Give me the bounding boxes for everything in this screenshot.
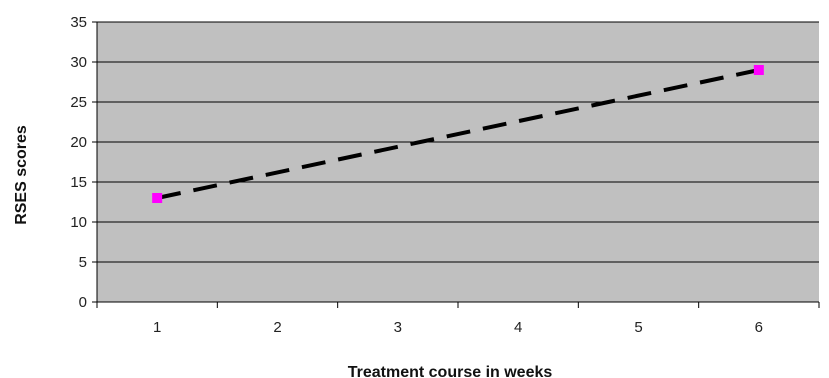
series-layer [152, 65, 764, 203]
y-tick-label: 5 [79, 254, 87, 271]
x-axis-title: Treatment course in weeks [348, 364, 553, 378]
y-tick-label: 30 [70, 54, 87, 71]
y-axis-title: RSES scores [13, 125, 30, 225]
y-tick-label: 0 [79, 294, 87, 311]
data-point-marker [152, 193, 163, 203]
y-tick-label: 25 [70, 94, 87, 111]
x-tick-label: 3 [394, 319, 402, 336]
y-axis-ticks: 0 5 10 15 20 25 30 35 [70, 14, 97, 311]
y-tick-label: 35 [70, 14, 87, 31]
series-line [156, 68, 760, 200]
plot-area [97, 22, 819, 302]
y-tick-label: 10 [70, 214, 87, 231]
x-tick-label: 1 [153, 319, 161, 336]
x-tick-label: 5 [634, 319, 642, 336]
gridlines [97, 21, 819, 263]
x-tick-label: 2 [273, 319, 281, 336]
x-tick-label: 6 [755, 319, 763, 336]
x-tick-label: 4 [514, 319, 522, 336]
x-axis-ticks: 1 2 3 4 5 6 [96, 302, 820, 336]
data-point-marker [753, 65, 764, 75]
y-tick-label: 20 [70, 134, 87, 151]
y-tick-label: 15 [70, 174, 87, 191]
